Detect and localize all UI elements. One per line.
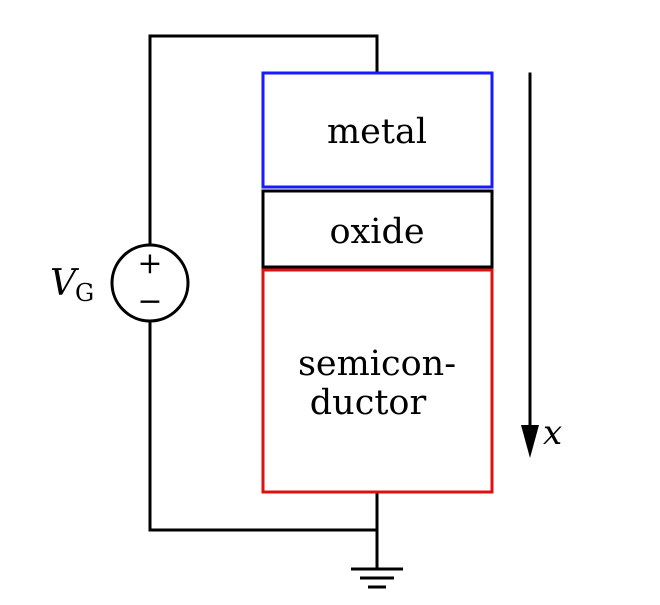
- minus-sign: −: [137, 284, 162, 319]
- x-axis-arrow: x: [521, 72, 562, 458]
- ground-icon: [351, 567, 403, 589]
- metal-layer: [261, 71, 494, 189]
- circuit-wires: [148, 34, 379, 570]
- layer-oxide: oxide: [261, 189, 494, 269]
- wire-bottom: [148, 321, 379, 570]
- x-axis-label: x: [543, 413, 562, 453]
- metal-label: metal: [327, 112, 427, 152]
- voltage-source: + − V G: [50, 243, 190, 323]
- gate-voltage-subscript: G: [75, 279, 94, 307]
- oxide-layer: [261, 189, 494, 269]
- voltage-source-symbol: [110, 243, 190, 323]
- wire-top: [148, 34, 379, 245]
- layer-metal: metal: [261, 71, 494, 189]
- semiconductor-label-line1: semicon-: [298, 344, 456, 384]
- plus-sign: +: [137, 246, 162, 281]
- oxide-label: oxide: [329, 212, 424, 252]
- x-axis-arrowhead: [521, 425, 539, 458]
- semiconductor-layer: [261, 268, 494, 494]
- semiconductor-label-line2: ductor: [310, 383, 427, 423]
- layer-semiconductor: semicon- ductor: [261, 268, 494, 494]
- gate-voltage-label: V: [50, 263, 80, 304]
